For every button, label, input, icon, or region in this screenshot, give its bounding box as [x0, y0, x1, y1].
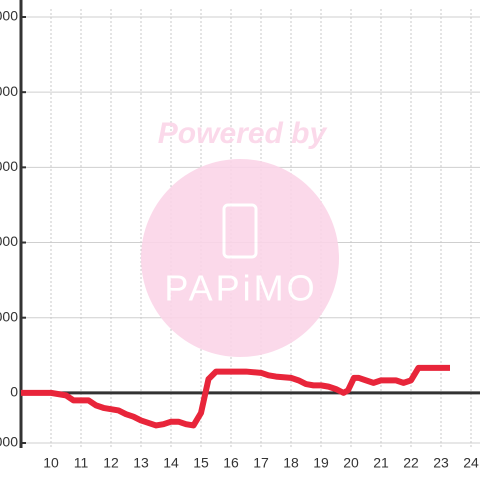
- x-tick-label: 16: [223, 455, 239, 471]
- x-tick-label: 17: [253, 455, 269, 471]
- watermark-icon: [222, 203, 258, 259]
- y-tick-label: 150,000: [0, 8, 18, 24]
- y-tick-label: 120,000: [0, 83, 18, 99]
- x-tick-label: 24: [463, 455, 479, 471]
- x-tick-label: 11: [74, 455, 89, 471]
- watermark: Powered by PAPiMO: [141, 117, 339, 357]
- y-tick-label: -20,000: [0, 434, 18, 450]
- line: [21, 364, 450, 429]
- x-tick-label: 13: [133, 455, 149, 471]
- x-tick-label: 22: [403, 455, 419, 471]
- y-tick-label: 30,000: [0, 308, 18, 324]
- y-tick-label: 60,000: [0, 233, 18, 249]
- x-tick-label: 14: [163, 455, 179, 471]
- x-tick-label: 21: [373, 455, 389, 471]
- watermark-title: Powered by: [158, 117, 328, 150]
- y-tick-label: 0: [10, 384, 18, 400]
- x-tick-label: 10: [43, 455, 59, 471]
- y-tick-label: 90,000: [0, 158, 18, 174]
- x-tick-label: 20: [343, 455, 359, 471]
- x-tick-label: 18: [283, 455, 299, 471]
- x-tick-label: 23: [433, 455, 449, 471]
- watermark-logo: PAPiMO: [164, 268, 317, 309]
- x-tick-label: 15: [193, 455, 209, 471]
- x-tick-label: 19: [313, 455, 329, 471]
- x-tick-label: 12: [103, 455, 119, 471]
